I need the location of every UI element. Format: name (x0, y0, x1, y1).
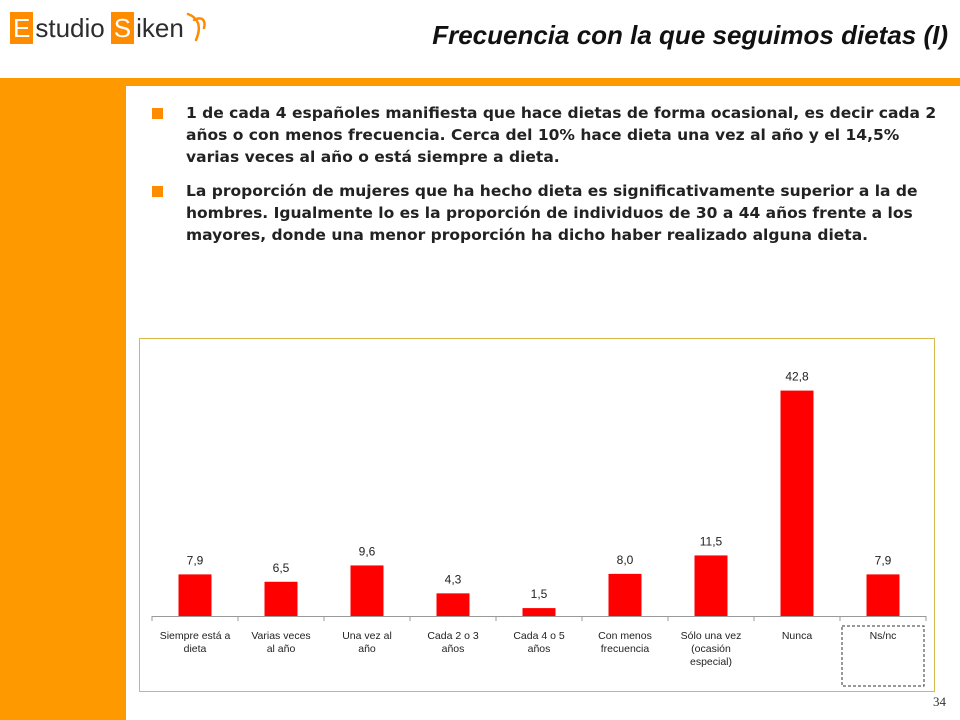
bar-value-label: 9,6 (359, 544, 376, 558)
bar (780, 390, 814, 616)
logo-letter-s: S (110, 12, 135, 44)
category-label: Cada 4 o 5 años (513, 630, 565, 655)
bar (264, 581, 298, 616)
category-label: Cada 2 o 3 años (427, 630, 479, 655)
bullet-item: La proporción de mujeres que ha hecho di… (150, 180, 940, 246)
bar-value-label: 7,9 (875, 553, 892, 567)
bullet-item: 1 de cada 4 españoles manifiesta que hac… (150, 102, 940, 168)
category-label: Siempre está a dieta (160, 630, 231, 655)
bar (866, 574, 900, 616)
slide-header: E studio S iken Frecuencia con la que se… (0, 0, 960, 80)
category-label: Ns/nc (870, 630, 897, 642)
bar (178, 574, 212, 616)
left-accent-bar (0, 78, 126, 720)
bar-value-label: 1,5 (531, 587, 548, 601)
square-bullet-icon (152, 108, 163, 119)
bullet-text: La proporción de mujeres que ha hecho di… (186, 182, 918, 244)
category-label: Sólo una vez (ocasión especial) (681, 630, 742, 668)
bullet-list: 1 de cada 4 españoles manifiesta que hac… (150, 102, 940, 258)
category-label: Con menos frecuencia (598, 630, 652, 655)
bar-chart: 7,9 Siempre está a dieta 6,5 Varias veces al … (139, 338, 935, 692)
category-label: Varias veces al año (251, 630, 310, 655)
square-bullet-icon (152, 186, 163, 197)
bar-value-label: 8,0 (617, 553, 634, 567)
page-number: 34 (933, 694, 946, 709)
bar (436, 593, 470, 616)
bar-value-label: 6,5 (273, 561, 290, 575)
logo-letter-e: E (10, 12, 34, 44)
bar-value-label: 7,9 (187, 553, 204, 567)
page-title: Frecuencia con la que seguimos dietas (I… (432, 20, 948, 50)
bullet-text: 1 de cada 4 españoles manifiesta que hac… (186, 104, 937, 166)
bar (694, 555, 728, 616)
highlight-dashed-box (841, 625, 925, 687)
bar (522, 608, 556, 616)
bar (608, 573, 642, 616)
bar-value-label: 4,3 (445, 572, 462, 586)
bar-chart-svg: 7,9 Siempre está a dieta 6,5 Varias veces al … (151, 370, 927, 687)
logo-word-studio: studio (35, 13, 105, 43)
logo-word-iken: iken (136, 13, 184, 43)
estudio-siken-logo: E studio S iken (10, 10, 210, 46)
bar-value-label: 42,8 (785, 370, 809, 384)
bar (350, 565, 384, 616)
header-accent-bar (0, 78, 960, 86)
logo-swoosh-icon (186, 12, 206, 42)
category-label: Una vez al año (342, 630, 392, 655)
bar-value-label: 11,5 (700, 534, 723, 548)
category-label: Nunca (782, 630, 813, 642)
